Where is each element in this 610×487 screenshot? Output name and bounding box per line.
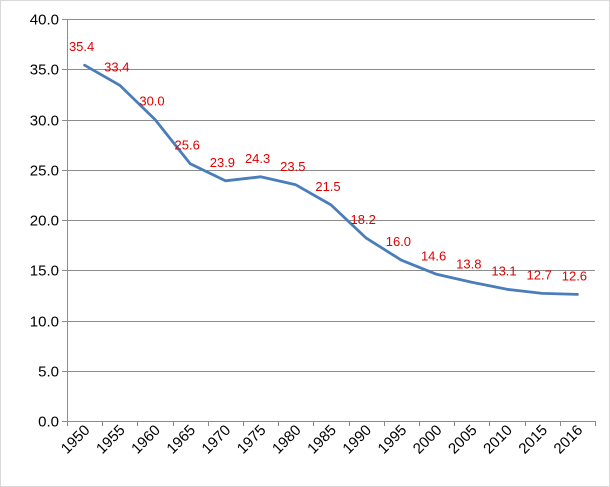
x-tick-label: 2005 bbox=[445, 422, 481, 458]
x-tick-label: 2015 bbox=[515, 422, 551, 458]
x-tick-label: 1970 bbox=[199, 422, 235, 458]
x-tick-label: 1990 bbox=[339, 422, 375, 458]
series-group bbox=[83, 63, 579, 296]
x-tick-label: 1965 bbox=[163, 422, 199, 458]
data-label: 12.6 bbox=[562, 268, 587, 283]
data-label: 23.5 bbox=[280, 159, 305, 174]
x-tick-label: 1950 bbox=[58, 422, 94, 458]
data-labels: 35.4 33.4 30.0 25.6 23.9 24.3 23.5 21.5 18.2 16.0… bbox=[69, 39, 587, 283]
y-tick-label: 30.0 bbox=[30, 113, 59, 130]
data-label: 23.9 bbox=[210, 155, 235, 170]
data-label: 14.6 bbox=[421, 248, 446, 263]
gridlines bbox=[62, 19, 596, 426]
x-tick-label: 1995 bbox=[375, 422, 411, 458]
x-tick-label: 2000 bbox=[410, 422, 446, 458]
x-tick-label: 1985 bbox=[304, 422, 340, 458]
x-tick-label: 1955 bbox=[93, 422, 129, 458]
y-tick-label: 15.0 bbox=[30, 263, 59, 280]
data-label: 13.1 bbox=[491, 263, 516, 278]
x-tick-label: 1960 bbox=[128, 422, 164, 458]
y-tick-label: 25.0 bbox=[30, 163, 59, 180]
data-label: 21.5 bbox=[315, 179, 340, 194]
y-tick-label: 0.0 bbox=[38, 414, 59, 431]
y-tick-label: 10.0 bbox=[30, 314, 59, 331]
data-label: 25.6 bbox=[175, 138, 200, 153]
data-label: 18.2 bbox=[351, 212, 376, 227]
data-label: 30.0 bbox=[139, 94, 164, 109]
data-label: 13.8 bbox=[456, 256, 481, 271]
data-label: 33.4 bbox=[104, 59, 129, 74]
x-tick-label: 1975 bbox=[234, 422, 270, 458]
x-tick-label: 2016 bbox=[551, 422, 587, 458]
data-label: 24.3 bbox=[245, 151, 270, 166]
x-tick-label: 1980 bbox=[269, 422, 305, 458]
y-tick-label: 5.0 bbox=[38, 364, 59, 381]
y-tick-label: 35.0 bbox=[30, 62, 59, 79]
data-label: 16.0 bbox=[386, 234, 411, 249]
data-label: 35.4 bbox=[69, 39, 94, 54]
y-axis-ticks: 0.0 5.0 10.0 15.0 20.0 25.0 30.0 35.0 40.0 bbox=[30, 12, 59, 431]
y-tick-label: 20.0 bbox=[30, 213, 59, 230]
y-tick-label: 40.0 bbox=[30, 12, 59, 29]
data-label: 12.7 bbox=[527, 267, 552, 282]
x-axis-ticks: 1950 1955 1960 1965 1970 1975 1980 1985 1990 1995… bbox=[58, 422, 586, 458]
x-tick-label: 2010 bbox=[480, 422, 516, 458]
